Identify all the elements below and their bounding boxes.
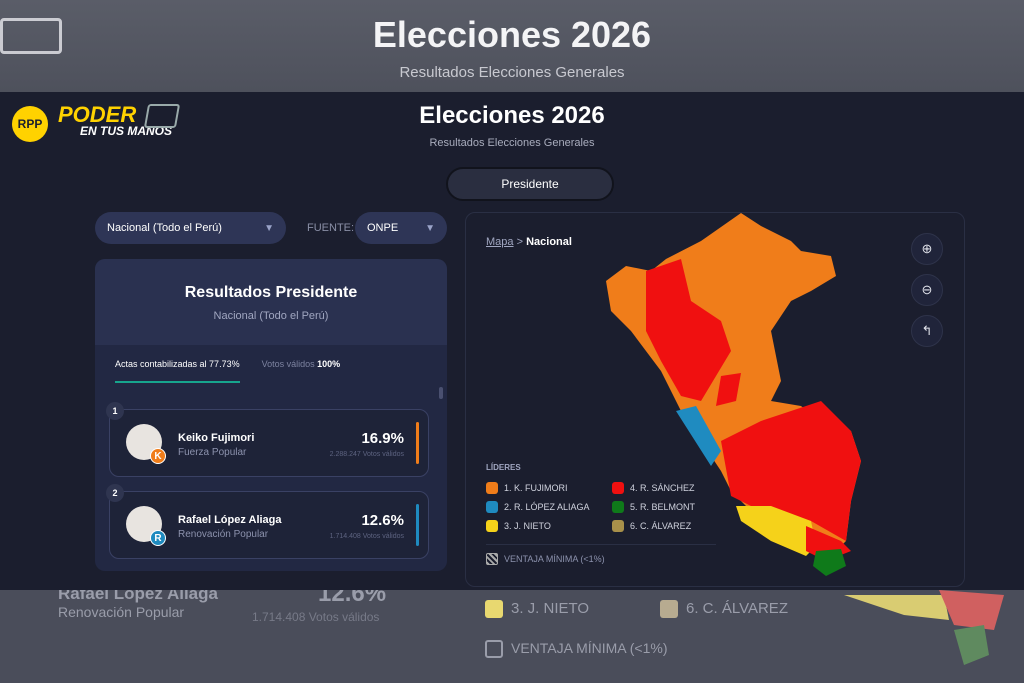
background-logo bbox=[0, 18, 62, 54]
map-legend: LÍDERES 1. K. FUJIMORI 4. R. SÁNCHEZ 2. … bbox=[486, 463, 722, 565]
rank-badge: 1 bbox=[106, 402, 124, 420]
background-echo: Rafael López Aliaga Renovación Popular 1… bbox=[0, 590, 1024, 683]
rpp-logo[interactable]: RPP bbox=[12, 106, 48, 142]
echo-name: Rafael López Aliaga bbox=[58, 590, 218, 603]
zoom-out-icon[interactable]: ⊖ bbox=[911, 274, 943, 306]
candidate-percent: 12.6% bbox=[361, 512, 404, 529]
source-label: FUENTE: bbox=[307, 222, 355, 234]
color-bar bbox=[416, 422, 419, 464]
min-advantage-legend: VENTAJA MÍNIMA (<1%) bbox=[486, 544, 716, 565]
region-sanchez-center bbox=[716, 373, 741, 406]
echo-legend6: 6. C. ÁLVAREZ bbox=[660, 600, 788, 619]
echo-votes: 1.714.408 Votos válidos bbox=[252, 610, 380, 624]
background-header: Elecciones 2026 Resultados Elecciones Ge… bbox=[0, 0, 1024, 92]
party-badge: R bbox=[150, 530, 166, 546]
hatch-icon bbox=[486, 553, 498, 565]
peru-map[interactable] bbox=[466, 213, 966, 588]
tab-presidente[interactable]: Presidente bbox=[446, 167, 614, 201]
chevron-down-icon: ▼ bbox=[264, 222, 274, 234]
candidate-name: Rafael López Aliaga bbox=[178, 514, 282, 526]
candidate-party: Fuerza Popular bbox=[178, 447, 247, 458]
echo-pct: 12.6% bbox=[318, 590, 387, 607]
candidate-percent: 16.9% bbox=[361, 430, 404, 447]
candidate-card[interactable]: 2 R Rafael López Aliaga Renovación Popul… bbox=[106, 484, 429, 559]
echo-legend3: 3. J. NIETO bbox=[485, 600, 589, 619]
page-title: Elecciones 2026 bbox=[419, 102, 605, 129]
results-scope: Nacional (Todo el Perú) bbox=[213, 310, 329, 322]
scrollbar[interactable] bbox=[439, 387, 443, 399]
app-screenshot: RPP PODER EN TUS MANOS Elecciones 2026 Re… bbox=[0, 92, 1024, 590]
reset-icon[interactable]: ↰ bbox=[911, 315, 943, 347]
echo-min: VENTAJA MÍNIMA (<1%) bbox=[485, 640, 668, 659]
candidate-name: Keiko Fujimori bbox=[178, 432, 255, 444]
region-select[interactable]: Nacional (Todo el Perú) ▼ bbox=[95, 212, 286, 244]
background-title: Elecciones 2026 bbox=[372, 14, 652, 55]
breadcrumb-mapa[interactable]: Mapa bbox=[486, 236, 514, 248]
breadcrumb: Mapa > Nacional bbox=[486, 236, 572, 248]
legend-item: 1. K. FUJIMORI bbox=[486, 482, 612, 494]
tab-actas[interactable]: Actas contabilizadas al 77.73% bbox=[115, 359, 240, 383]
rank-badge: 2 bbox=[106, 484, 124, 502]
source-select[interactable]: ONPE ▼ bbox=[355, 212, 447, 244]
zoom-in-icon[interactable]: ⊕ bbox=[911, 233, 943, 265]
candidate-card[interactable]: 1 K Keiko Fujimori Fuerza Popular 16.9% … bbox=[106, 402, 429, 477]
region-sanchez-north bbox=[646, 259, 731, 401]
legend-item: 2. R. LÓPEZ ALIAGA bbox=[486, 501, 612, 513]
legend-item: 3. J. NIETO bbox=[486, 520, 612, 532]
region-lopez-aliaga bbox=[676, 406, 721, 466]
party-badge: K bbox=[150, 448, 166, 464]
echo-map bbox=[844, 590, 1004, 665]
legend-title: LÍDERES bbox=[486, 463, 521, 472]
region-nieto bbox=[736, 506, 816, 556]
poder-logo: PODER EN TUS MANOS bbox=[58, 102, 173, 138]
candidate-votes: 2.288.247 Votos válidos bbox=[329, 451, 404, 458]
candidate-votes: 1.714.408 Votos válidos bbox=[329, 533, 404, 540]
results-panel: Resultados Presidente Nacional (Todo el P… bbox=[95, 259, 447, 571]
legend-item: 5. R. BELMONT bbox=[612, 501, 722, 513]
echo-party: Renovación Popular bbox=[58, 604, 185, 620]
background-subtitle: Resultados Elecciones Generales bbox=[399, 64, 625, 81]
color-bar bbox=[416, 504, 419, 546]
tab-votos-validos[interactable]: Votos válidos 100% bbox=[261, 359, 341, 369]
legend-item: 4. R. SÁNCHEZ bbox=[612, 482, 722, 494]
results-title: Resultados Presidente bbox=[184, 284, 358, 301]
page-subtitle: Resultados Elecciones Generales bbox=[429, 137, 595, 149]
map-panel: Mapa > Nacional ⊕ ⊖ ↰ LÍDERES 1. K. FUJI… bbox=[465, 212, 965, 587]
legend-item: 6. C. ÁLVAREZ bbox=[612, 520, 722, 532]
region-belmont bbox=[813, 549, 846, 576]
candidate-party: Renovación Popular bbox=[178, 529, 269, 540]
chevron-down-icon: ▼ bbox=[425, 222, 435, 234]
